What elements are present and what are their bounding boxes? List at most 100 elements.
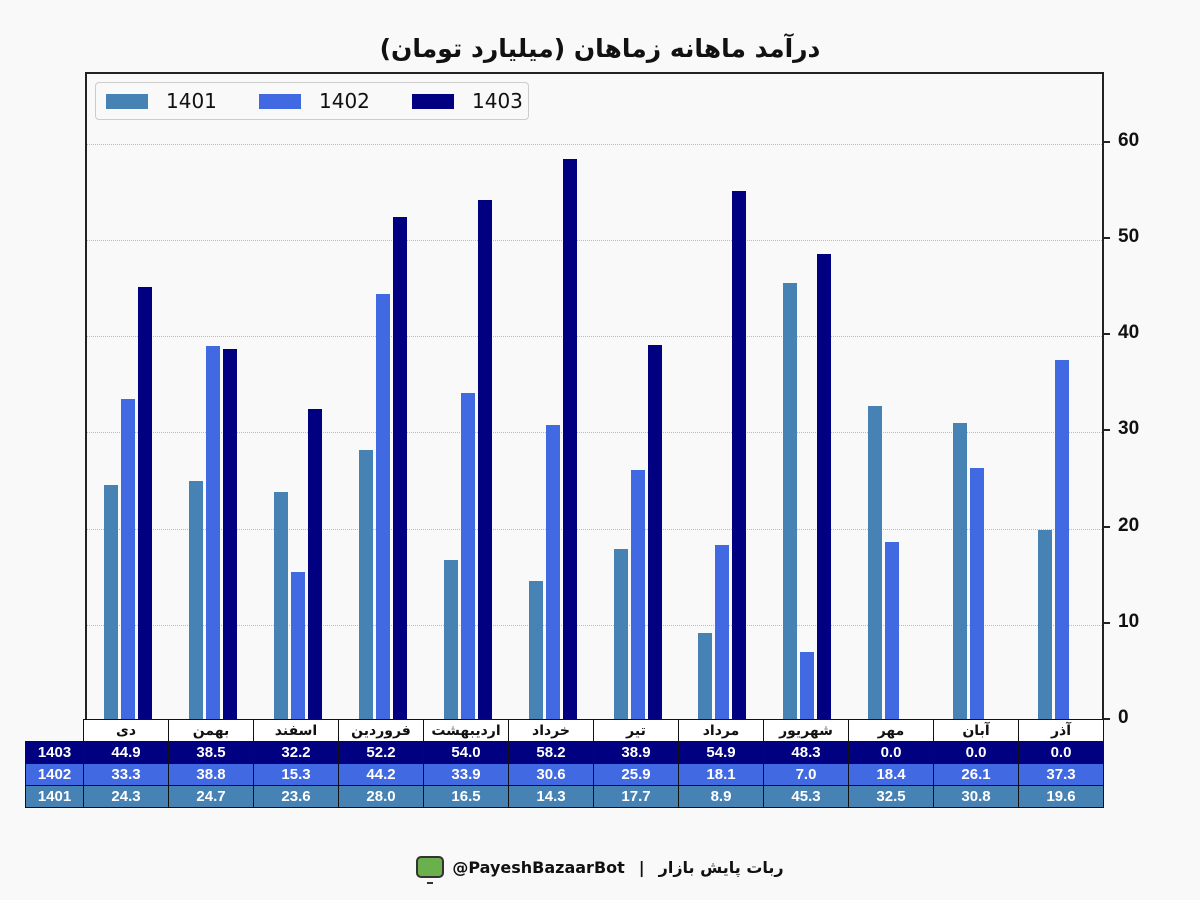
bar-1403 [138,287,152,719]
monitor-bot-icon [416,856,445,884]
table-cell: 30.8 [933,785,1019,808]
table-corner [26,720,84,742]
table-cell: 52.2 [338,741,424,764]
legend-swatch [412,93,454,109]
table-month-header: اسفند [253,719,339,742]
bar-1403 [562,159,577,719]
bar-1401 [358,449,373,719]
legend-swatch [106,93,148,109]
table-cell: 30.6 [508,763,594,786]
table-cell: 38.9 [593,741,679,764]
table-cell: 37.3 [1018,763,1104,786]
data-table: دی بهمن اسفند فروردین اردیبهشت خرداد تیر مرداد ش… [25,719,1104,808]
bar-1401 [953,422,968,719]
bar-1403 [477,199,492,719]
table-month-header: مهر [848,719,934,742]
table-row-1401: 1401 24.3 24.7 23.6 28.0 16.5 14.3 17.7 8.9 45.3 3… [25,785,1104,808]
table-cell: 19.6 [1018,785,1104,808]
table-cell: 32.5 [848,785,934,808]
table-month-header: تیر [593,719,679,742]
table-month-header: آبان [933,719,1019,742]
table-cell: 58.2 [508,741,594,764]
y-tick [1104,621,1110,624]
bar-1402 [545,424,560,719]
legend-swatch [259,93,301,109]
bar-1401 [698,633,713,719]
table-month-header: دی [83,719,169,742]
y-tick [1104,333,1110,336]
table-cell: 8.9 [678,785,764,808]
bar-1402 [205,345,220,719]
table-cell: 14.3 [508,785,594,808]
y-tick [1104,429,1110,432]
bar-1403 [222,348,237,719]
chart-title: درآمد ماهانه زماهان (میلیارد تومان) [379,34,821,63]
bar-1403 [732,190,747,719]
bar-1401 [273,491,288,719]
table-cell: 24.7 [168,785,254,808]
y-tick-label: 30 [1118,418,1140,440]
table-cell: 26.1 [933,763,1019,786]
plot-area [85,72,1104,719]
bar-1401 [613,548,628,719]
table-cell: 0.0 [1018,741,1104,764]
table-cell: 7.0 [763,763,849,786]
gridline [87,336,1102,338]
bar-1401 [443,560,458,719]
table-cell: 25.9 [593,763,679,786]
table-cell: 0.0 [848,741,934,764]
bar-1401 [528,581,543,719]
gridline [87,143,1102,145]
table-row-header: 1403 [25,741,84,764]
y-tick-label: 50 [1118,226,1140,247]
legend-label: 1403 [472,89,523,113]
gridline [87,624,1102,626]
table-month-header: آذر [1018,719,1104,742]
footer-handle: @PayeshBazaarBot [452,857,625,877]
table-month-header: بهمن [168,719,254,742]
y-tick [1104,525,1110,528]
legend-item-1403: 1403 [412,83,523,119]
gridline [87,432,1102,434]
table-cell: 54.0 [423,741,509,764]
bar-1402 [1055,360,1070,719]
table-cell: 28.0 [338,785,424,808]
table-month-header: شهریور [763,719,849,742]
table-cell: 44.2 [338,763,424,786]
bar-1402 [460,392,475,719]
y-tick [1104,140,1110,143]
table-month-header: اردیبهشت [423,719,509,742]
table-cell: 38.8 [168,763,254,786]
bar-1402 [290,571,305,719]
table-cell: 18.4 [848,763,934,786]
table-cell: 33.3 [83,763,169,786]
table-month-header: فروردین [338,719,424,742]
bar-1403 [307,409,322,719]
y-tick-label: 10 [1118,610,1140,632]
table-cell: 45.3 [763,785,849,808]
table-cell: 0.0 [933,741,1019,764]
bar-1401 [188,481,203,719]
table-cell: 15.3 [253,763,339,786]
bar-1402 [885,542,900,719]
table-month-header: مرداد [678,719,764,742]
y-tick-label: 20 [1118,514,1140,536]
table-cell: 32.2 [253,741,339,764]
bar-1402 [800,651,815,719]
table-cell: 17.7 [593,785,679,808]
table-cell: 38.5 [168,741,254,764]
footer-bot-name: ربات پایش بازار [658,857,784,877]
y-tick [1104,718,1110,720]
bar-1403 [647,344,662,719]
table-cell: 33.9 [423,763,509,786]
table-cell: 16.5 [423,785,509,808]
table-month-header: خرداد [508,719,594,742]
table-row-1403: 1403 44.9 38.5 32.2 52.2 54.0 58.2 38.9 54.9 48.3… [25,741,1104,764]
bar-1402 [970,467,985,719]
y-tick [1104,237,1110,239]
bar-1402 [715,544,730,719]
y-tick-label: 60 [1118,129,1140,151]
table-cell: 23.6 [253,785,339,808]
bar-1402 [630,469,645,719]
bar-1401 [868,406,883,719]
